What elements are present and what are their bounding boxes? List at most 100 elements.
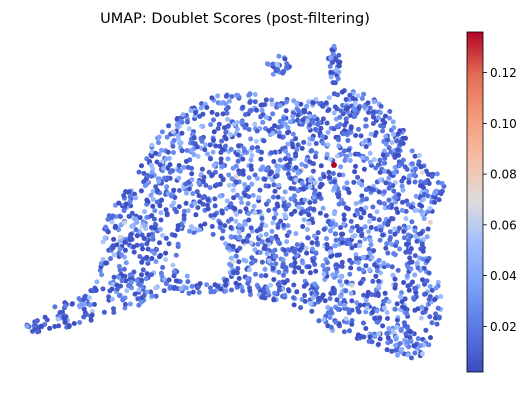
scatter-point bbox=[283, 148, 289, 154]
scatter-point bbox=[236, 222, 242, 228]
scatter-point bbox=[376, 331, 382, 337]
scatter-point bbox=[320, 140, 326, 146]
scatter-point bbox=[202, 147, 208, 153]
scatter-point bbox=[301, 139, 307, 145]
scatter-point bbox=[292, 264, 298, 270]
scatter-point bbox=[163, 156, 169, 162]
scatter-point bbox=[307, 184, 313, 190]
scatter-point bbox=[367, 218, 372, 224]
scatter-point bbox=[290, 131, 296, 137]
scatter-point bbox=[111, 310, 117, 315]
scatter-point bbox=[184, 190, 189, 196]
scatter-point bbox=[156, 140, 161, 146]
scatter-point bbox=[304, 118, 310, 124]
scatter-point bbox=[211, 289, 217, 295]
scatter-point bbox=[413, 233, 419, 239]
scatter-point bbox=[225, 245, 231, 251]
scatter-point bbox=[341, 329, 347, 335]
scatter-point bbox=[325, 142, 331, 148]
scatter-point bbox=[139, 259, 145, 265]
scatter-point bbox=[382, 290, 388, 296]
scatter-point bbox=[164, 211, 170, 217]
scatter-point bbox=[316, 192, 322, 198]
scatter-point bbox=[389, 140, 395, 145]
scatter-point bbox=[310, 258, 316, 264]
scatter-point bbox=[236, 259, 242, 265]
scatter-point bbox=[253, 271, 258, 277]
scatter-point bbox=[334, 106, 340, 112]
scatter-point bbox=[142, 209, 147, 215]
scatter-point bbox=[246, 233, 252, 239]
scatter-point bbox=[344, 154, 350, 160]
scatter-point bbox=[341, 216, 347, 222]
scatter-point bbox=[167, 169, 173, 175]
scatter-point bbox=[296, 108, 302, 114]
scatter-point bbox=[409, 259, 415, 265]
scatter-point bbox=[359, 233, 365, 239]
scatter-point bbox=[287, 157, 293, 163]
scatter-point bbox=[330, 272, 336, 278]
scatter-point bbox=[144, 254, 150, 260]
scatter-point bbox=[378, 110, 383, 116]
scatter-point bbox=[355, 260, 361, 266]
scatter-point bbox=[141, 236, 147, 241]
scatter-point bbox=[293, 153, 299, 159]
scatter-point bbox=[339, 259, 345, 265]
scatter-point bbox=[404, 166, 410, 172]
scatter-point bbox=[367, 105, 373, 111]
scatter-point bbox=[176, 163, 182, 168]
scatter-point bbox=[173, 278, 179, 284]
scatter-point bbox=[157, 240, 162, 246]
scatter-point bbox=[136, 281, 142, 287]
scatter-point bbox=[421, 216, 427, 222]
scatter-point bbox=[110, 213, 116, 219]
scatter-point bbox=[351, 179, 357, 185]
scatter-point bbox=[223, 101, 229, 107]
scatter-point bbox=[295, 142, 301, 148]
scatter-point bbox=[375, 341, 381, 347]
scatter-point bbox=[264, 61, 270, 67]
scatter-point bbox=[427, 314, 433, 320]
scatter-point bbox=[393, 199, 398, 205]
scatter-point bbox=[275, 281, 281, 287]
scatter-point bbox=[318, 182, 324, 187]
scatter-point bbox=[223, 282, 229, 288]
scatter-point bbox=[271, 297, 277, 303]
scatter-point bbox=[156, 179, 162, 184]
scatter-point bbox=[310, 168, 316, 174]
scatter-point bbox=[356, 106, 362, 112]
scatter-point bbox=[249, 145, 255, 151]
scatter-point bbox=[405, 283, 411, 289]
scatter-point bbox=[395, 147, 401, 153]
scatter-point bbox=[343, 97, 349, 102]
scatter-point bbox=[293, 231, 299, 237]
scatter-point bbox=[291, 295, 296, 301]
scatter-point bbox=[300, 117, 306, 123]
scatter-point bbox=[347, 158, 353, 163]
scatter-point bbox=[363, 123, 369, 129]
scatter-point bbox=[112, 225, 118, 230]
scatter-point bbox=[240, 104, 246, 110]
scatter-point bbox=[406, 344, 412, 350]
scatter-point bbox=[228, 216, 234, 222]
scatter-point bbox=[320, 103, 326, 109]
scatter-point bbox=[213, 143, 219, 149]
scatter-point bbox=[337, 252, 342, 258]
scatter-point bbox=[438, 294, 444, 300]
scatter-point bbox=[282, 292, 288, 298]
scatter-point bbox=[433, 189, 439, 195]
scatter-point bbox=[394, 239, 400, 245]
scatter-point bbox=[203, 182, 209, 188]
scatter-point bbox=[407, 249, 413, 255]
scatter-point bbox=[153, 150, 159, 156]
scatter-point bbox=[254, 107, 259, 113]
scatter-point bbox=[134, 278, 140, 283]
scatter-point bbox=[217, 193, 223, 199]
scatter-point bbox=[309, 240, 315, 246]
scatter-point bbox=[100, 239, 106, 245]
scatter-point bbox=[172, 232, 178, 238]
scatter-point bbox=[183, 158, 189, 164]
scatter-point bbox=[286, 229, 292, 235]
scatter-point bbox=[385, 263, 391, 269]
scatter-point bbox=[333, 319, 339, 325]
